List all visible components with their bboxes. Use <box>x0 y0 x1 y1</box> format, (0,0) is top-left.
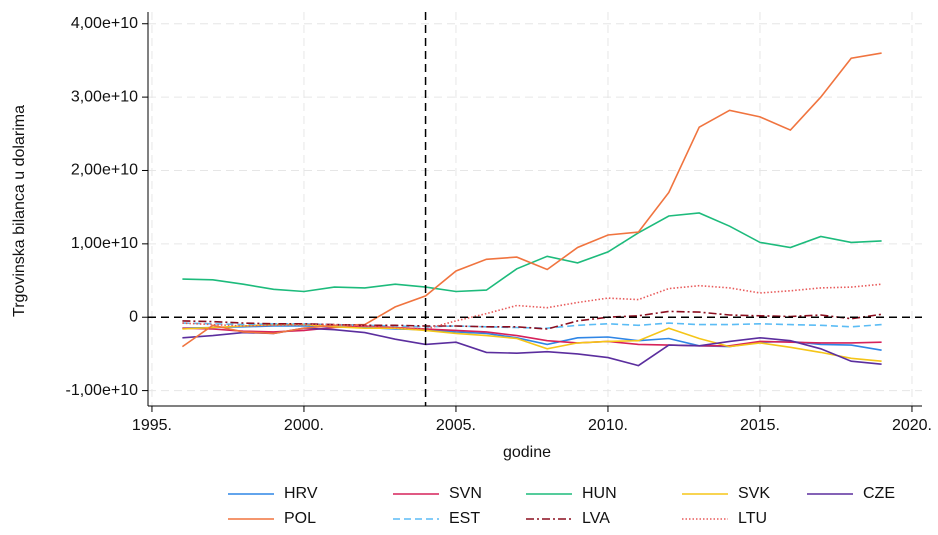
x-tick-label: 1995. <box>132 417 172 434</box>
series-line <box>182 283 882 330</box>
y-tick-label: 2,00e+10 <box>71 162 138 179</box>
legend-label: CZE <box>863 485 895 502</box>
y-tick-label: -1,00e+10 <box>65 382 138 399</box>
y-tick-label: 4,00e+10 <box>71 15 138 32</box>
series-line <box>182 310 882 330</box>
series-line <box>182 323 882 362</box>
x-tick-label: 2000. <box>284 417 324 434</box>
y-tick-label: 3,00e+10 <box>71 88 138 105</box>
y-axis-label: Trgovinska bilanca u dolarima <box>11 105 28 317</box>
series-line <box>181 52 882 348</box>
legend-label: EST <box>449 510 480 527</box>
legend-label: SVN <box>449 485 482 502</box>
series-line <box>182 212 882 293</box>
legend-label: LVA <box>582 510 610 527</box>
y-tick-label: 0 <box>129 308 138 325</box>
x-tick-label: 2020. <box>892 417 932 434</box>
legend-label: POL <box>284 510 316 527</box>
legend-label: HRV <box>284 485 318 502</box>
series-line <box>182 327 882 367</box>
x-tick-label: 2015. <box>740 417 780 434</box>
legend-label: SVK <box>738 485 770 502</box>
y-tick-label: 1,00e+10 <box>71 235 138 252</box>
legend-label: HUN <box>582 485 617 502</box>
series-line <box>182 325 882 347</box>
legend-label: LTU <box>738 510 767 527</box>
x-axis-label: godine <box>503 444 551 461</box>
x-tick-label: 2010. <box>588 417 628 434</box>
x-tick-label: 2005. <box>436 417 476 434</box>
